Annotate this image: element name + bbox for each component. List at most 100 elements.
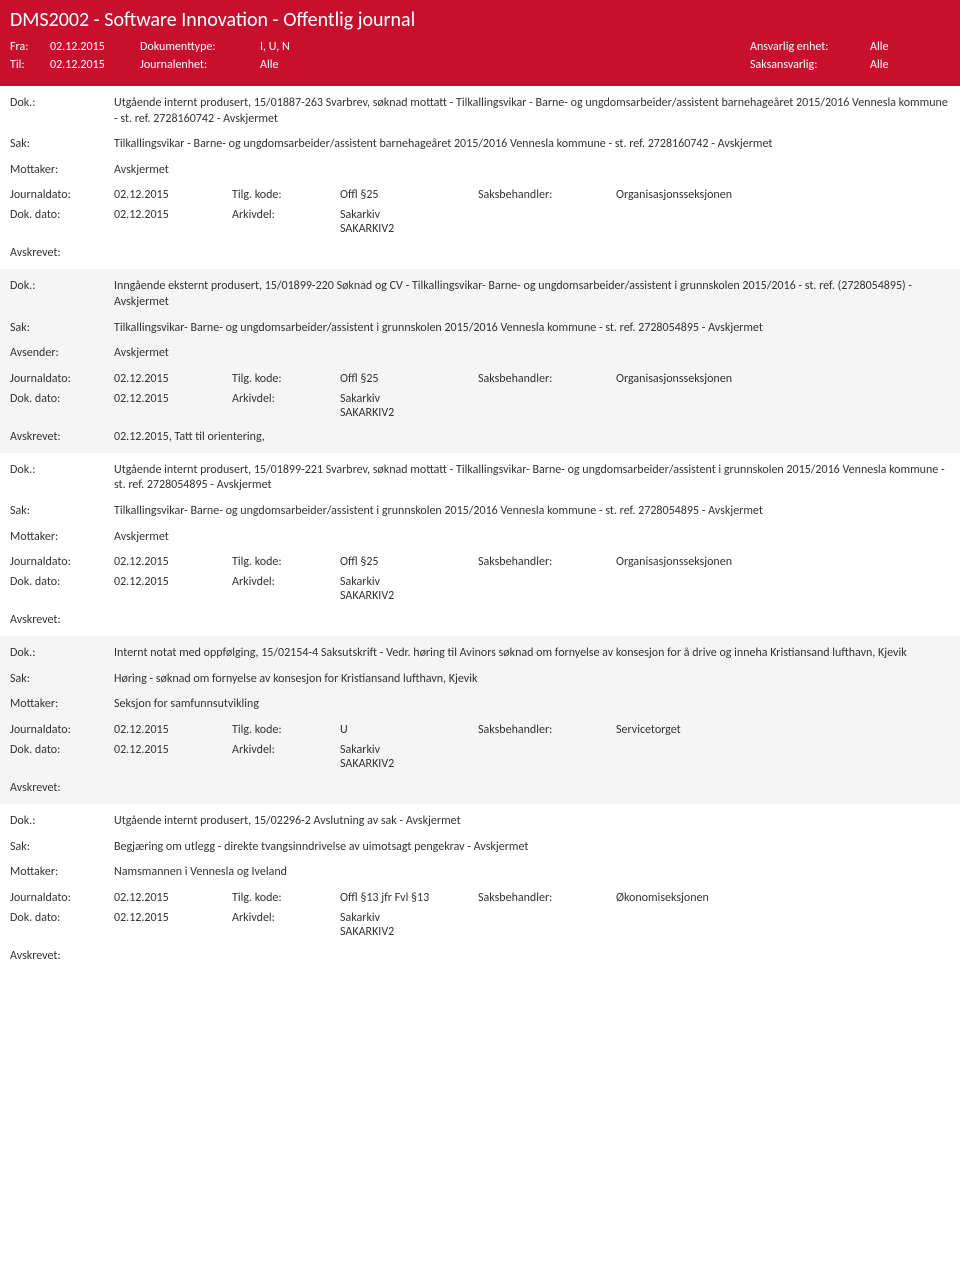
- dok-value: Internt notat med oppfølging, 15/02154-4…: [114, 646, 950, 662]
- journal-record: Dok.:Utgående internt produsert, 15/0188…: [0, 86, 960, 269]
- party-label: Mottaker:: [10, 697, 106, 713]
- arkivdel-value: SakarkivSAKARKIV2: [340, 392, 470, 420]
- record-body: Dok.: Utgående internt produsert, 15/0229…: [10, 814, 950, 881]
- arkivdel-label: Arkivdel:: [232, 911, 332, 925]
- ansvarlig-value: Alle: [870, 40, 950, 54]
- tilgkode-label: Tilg. kode:: [232, 372, 332, 386]
- journaldato-value: 02.12.2015: [114, 891, 224, 905]
- dok-label: Dok.:: [10, 646, 106, 662]
- journaldato-label: Journaldato:: [10, 555, 106, 569]
- saksbehandler-label: Saksbehandler:: [478, 891, 608, 905]
- dok-label: Dok.:: [10, 463, 106, 494]
- avskrevet-label: Avskrevet:: [10, 949, 106, 963]
- dokdato-value: 02.12.2015: [114, 911, 224, 925]
- avskrevet-row: Avskrevet: 02.12.2015, Tatt til orienteri…: [10, 426, 950, 444]
- tilgkode-label: Tilg. kode:: [232, 891, 332, 905]
- sak-label: Sak:: [10, 137, 106, 153]
- journaldato-row: Journaldato:02.12.2015Tilg. kode:Offl §1…: [10, 891, 950, 905]
- tilgkode-label: Tilg. kode:: [232, 555, 332, 569]
- avskrevet-value: 02.12.2015, Tatt til orientering,: [114, 430, 950, 444]
- arkivdel-label: Arkivdel:: [232, 575, 332, 589]
- ansvarlig-label: Ansvarlig enhet:: [750, 40, 870, 54]
- dok-value: Utgående internt produsert, 15/02296-2 A…: [114, 814, 950, 830]
- party-label: Avsender:: [10, 346, 106, 362]
- dokdato-label: Dok. dato:: [10, 743, 106, 757]
- dokdato-label: Dok. dato:: [10, 575, 106, 589]
- avskrevet-value: [114, 781, 950, 795]
- journaldato-label: Journaldato:: [10, 723, 106, 737]
- dokdato-label: Dok. dato:: [10, 392, 106, 406]
- arkivdel-label: Arkivdel:: [232, 208, 332, 222]
- dok-label: Dok.:: [10, 814, 106, 830]
- saksbehandler-value: Organisasjonsseksjonen: [616, 372, 950, 386]
- dokdato-value: 02.12.2015: [114, 575, 224, 589]
- tilgkode-label: Tilg. kode:: [232, 723, 332, 737]
- record-body: Dok.: Internt notat med oppfølging, 15/02…: [10, 646, 950, 713]
- avskrevet-label: Avskrevet:: [10, 781, 106, 795]
- journal-record: Dok.:Utgående internt produsert, 15/0189…: [0, 453, 960, 636]
- saksansvarlig-value: Alle: [870, 58, 950, 72]
- dokdato-label: Dok. dato:: [10, 208, 106, 222]
- party-label: Mottaker:: [10, 163, 106, 179]
- journaldato-row: Journaldato:02.12.2015Tilg. kode:Offl §2…: [10, 372, 950, 386]
- til-label: Til:: [10, 58, 50, 72]
- avskrevet-row: Avskrevet:: [10, 945, 950, 963]
- avskrevet-label: Avskrevet:: [10, 246, 106, 260]
- dokdato-row: Dok. dato: 02.12.2015 Arkivdel: SakarkivSAK…: [10, 208, 950, 236]
- dokdato-label: Dok. dato:: [10, 911, 106, 925]
- dokdato-value: 02.12.2015: [114, 208, 224, 222]
- page-title: DMS2002 - Software Innovation - Offentli…: [10, 8, 950, 32]
- saksbehandler-label: Saksbehandler:: [478, 555, 608, 569]
- header-meta: Fra: 02.12.2015 Dokumenttype: I, U, N An…: [10, 40, 950, 72]
- record-body: Dok.:Utgående internt produsert, 15/0188…: [10, 96, 950, 178]
- tilgkode-value: Offl §25: [340, 188, 470, 202]
- party-label: Mottaker:: [10, 530, 106, 546]
- journaldato-value: 02.12.2015: [114, 188, 224, 202]
- arkivdel-value: SakarkivSAKARKIV2: [340, 911, 470, 939]
- saksansvarlig-label: Saksansvarlig:: [750, 58, 870, 72]
- sak-value: Tilkallingsvikar- Barne- og ungdomsarbei…: [114, 321, 950, 337]
- journaldato-row: Journaldato:02.12.2015Tilg. kode:Offl §2…: [10, 188, 950, 202]
- dokdato-row: Dok. dato: 02.12.2015 Arkivdel: SakarkivSAK…: [10, 911, 950, 939]
- doctype-label: Dokumenttype:: [140, 40, 260, 54]
- saksbehandler-label: Saksbehandler:: [478, 372, 608, 386]
- dokdato-row: Dok. dato:02.12.2015Arkivdel:SakarkivSAK…: [10, 392, 950, 420]
- tilgkode-value: Offl §25: [340, 372, 470, 386]
- party-value: Seksjon for samfunnsutvikling: [114, 697, 950, 713]
- dokdato-value: 02.12.2015: [114, 743, 224, 757]
- avskrevet-value: [114, 613, 950, 627]
- sak-value: Høring - søknad om fornyelse av konsesjo…: [114, 672, 950, 688]
- records-container: Dok.:Utgående internt produsert, 15/0188…: [0, 86, 960, 972]
- saksbehandler-value: Organisasjonsseksjonen: [616, 555, 950, 569]
- party-value: Avskjermet: [114, 530, 950, 546]
- avskrevet-label: Avskrevet:: [10, 430, 106, 444]
- dok-value: Inngående eksternt produsert, 15/01899-2…: [114, 279, 950, 310]
- saksbehandler-label: Saksbehandler:: [478, 188, 608, 202]
- journal-record: Dok.: Internt notat med oppfølging, 15/02…: [0, 636, 960, 804]
- party-value: Namsmannen i Vennesla og Iveland: [114, 865, 950, 881]
- tilgkode-label: Tilg. kode:: [232, 188, 332, 202]
- dok-label: Dok.:: [10, 279, 106, 310]
- arkivdel-value: SakarkivSAKARKIV2: [340, 208, 470, 236]
- saksbehandler-value: Økonomiseksjonen: [616, 891, 950, 905]
- saksbehandler-value: Servicetorget: [616, 723, 950, 737]
- tilgkode-value: Offl §25: [340, 555, 470, 569]
- journaldato-row: Journaldato:02.12.2015Tilg. kode:USaksbe…: [10, 723, 950, 737]
- arkivdel-label: Arkivdel:: [232, 743, 332, 757]
- avskrevet-value: [114, 246, 950, 260]
- party-value: Avskjermet: [114, 346, 950, 362]
- avskrevet-value: [114, 949, 950, 963]
- journaldato-row: Journaldato:02.12.2015Tilg. kode:Offl §2…: [10, 555, 950, 569]
- dokdato-value: 02.12.2015: [114, 392, 224, 406]
- arkivdel-value: SakarkivSAKARKIV2: [340, 575, 470, 603]
- sak-value: Tilkallingsvikar - Barne- og ungdomsarbe…: [114, 137, 950, 153]
- dokdato-row: Dok. dato: 02.12.2015 Arkivdel: SakarkivSAK…: [10, 575, 950, 603]
- party-label: Mottaker:: [10, 865, 106, 881]
- tilgkode-value: Offl §13 jfr Fvl §13: [340, 891, 470, 905]
- saksbehandler-value: Organisasjonsseksjonen: [616, 188, 950, 202]
- fra-value: 02.12.2015: [50, 40, 140, 54]
- sak-value: Tilkallingsvikar- Barne- og ungdomsarbei…: [114, 504, 950, 520]
- sak-label: Sak:: [10, 672, 106, 688]
- doctype-value: I, U, N: [260, 40, 350, 54]
- journal-record: Dok.: Utgående internt produsert, 15/0229…: [0, 804, 960, 972]
